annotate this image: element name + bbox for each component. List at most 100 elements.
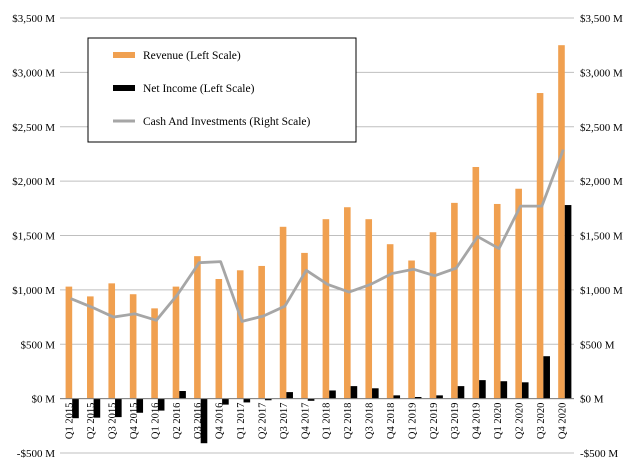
category-label: Q4 2020	[557, 403, 568, 439]
left-tick-label: -$500 M	[17, 448, 55, 460]
revenue-bar	[472, 166, 480, 399]
revenue-bar	[429, 232, 437, 399]
net-income-bar	[543, 356, 550, 399]
revenue-bar	[558, 45, 565, 399]
category-label: Q2 2015	[86, 403, 97, 439]
revenue-bar	[65, 286, 73, 399]
net-income-bar	[372, 388, 379, 399]
revenue-bar	[322, 219, 330, 399]
left-tick-label: $2,500 M	[12, 122, 55, 134]
net-income-bar	[479, 380, 486, 399]
net-income-bar	[521, 382, 529, 399]
legend-label: Net Income (Left Scale)	[143, 83, 255, 95]
net-income-bar	[329, 390, 336, 399]
net-income-bar	[307, 398, 315, 401]
revenue-bar	[108, 283, 116, 399]
left-tick-label: $0 M	[31, 394, 55, 406]
legend-swatch	[113, 85, 135, 91]
net-income-bar	[264, 398, 272, 401]
net-income-bar	[72, 398, 79, 419]
net-income-bar	[500, 381, 508, 399]
net-income-bar	[457, 386, 465, 399]
revenue-bar	[279, 226, 287, 399]
category-label: Q1 2017	[236, 403, 247, 439]
category-label: Q3 2019	[450, 403, 461, 439]
category-label: Q4 2018	[386, 403, 397, 439]
revenue-bar	[386, 244, 394, 399]
right-tick-label: $1,500 M	[580, 231, 623, 243]
net-income-bar	[243, 398, 251, 403]
left-tick-label: $1,500 M	[12, 231, 55, 243]
revenue-bar	[87, 296, 94, 399]
category-label: Q1 2020	[493, 403, 504, 439]
revenue-bar	[408, 260, 415, 399]
category-label: Q2 2018	[343, 403, 354, 439]
revenue-bar	[451, 202, 458, 399]
net-income-bar	[393, 395, 401, 399]
category-label: Q4 2016	[215, 403, 226, 439]
cash-line	[70, 149, 565, 323]
category-label: Q1 2018	[322, 403, 333, 439]
revenue-bar	[258, 265, 265, 399]
category-label: Q3 2017	[279, 403, 290, 439]
category-label: Q1 2016	[150, 403, 161, 439]
revenue-bar	[215, 279, 223, 399]
revenue-bar	[515, 188, 522, 399]
bars	[65, 45, 572, 444]
category-label: Q4 2019	[472, 403, 483, 439]
category-label: Q3 2020	[536, 403, 547, 439]
right-tick-label: $2,500 M	[580, 122, 623, 134]
revenue-bar	[493, 203, 501, 399]
axes: -$500 M -$500 M $0 M $0 M $500 M $500 M $1,000…	[12, 13, 623, 460]
net-income-bar	[564, 205, 572, 399]
category-label: Q3 2015	[108, 403, 119, 439]
net-income-bar	[414, 396, 422, 399]
category-label: Q2 2017	[257, 403, 268, 439]
left-tick-label: $2,000 M	[12, 176, 55, 188]
net-income-bar	[179, 391, 186, 399]
revenue-bar	[536, 93, 544, 399]
net-income-bar	[136, 398, 144, 413]
net-income-bar	[436, 395, 443, 399]
legend: Revenue (Left Scale) Net Income (Left Sca…	[87, 37, 357, 143]
right-tick-label: $2,000 M	[580, 176, 623, 188]
left-tick-label: $500 M	[20, 339, 55, 351]
net-income-bar	[350, 386, 358, 399]
category-label: Q1 2019	[407, 403, 418, 439]
cash-investments-line	[70, 149, 565, 323]
category-label: Q2 2020	[514, 403, 525, 439]
right-tick-label: -$500 M	[580, 448, 618, 460]
net-income-bar	[157, 398, 165, 411]
right-tick-label: $0 M	[580, 394, 604, 406]
net-income-bar	[222, 398, 229, 405]
right-tick-label: $1,000 M	[580, 285, 623, 297]
category-label: Q2 2019	[429, 403, 440, 439]
revenue-bar	[172, 286, 180, 399]
revenue-bar	[344, 207, 351, 399]
revenue-bar	[236, 270, 244, 399]
category-label: Q3 2018	[365, 403, 376, 439]
net-income-bar	[115, 398, 122, 418]
revenue-bar	[301, 252, 308, 399]
left-tick-label: $3,000 M	[12, 67, 55, 79]
revenue-bar	[365, 219, 373, 399]
category-label: Q4 2015	[129, 403, 140, 439]
revenue-bar	[194, 256, 201, 399]
net-income-bar	[200, 398, 208, 444]
revenue-bar	[129, 294, 137, 399]
legend-label: Revenue (Left Scale)	[143, 50, 241, 62]
right-tick-label: $500 M	[580, 339, 615, 351]
left-tick-label: $1,000 M	[12, 285, 55, 297]
category-label: Q3 2016	[193, 403, 204, 439]
legend-swatch	[113, 52, 135, 58]
category-label: Q2 2016	[172, 403, 183, 439]
revenue-bar	[151, 308, 158, 399]
net-income-bar	[93, 398, 101, 418]
category-label: Q1 2015	[65, 403, 76, 439]
left-tick-label: $3,500 M	[12, 13, 55, 25]
category-label: Q4 2017	[300, 403, 311, 439]
legend-label: Cash And Investments (Right Scale)	[143, 116, 311, 128]
right-tick-label: $3,000 M	[580, 67, 623, 79]
